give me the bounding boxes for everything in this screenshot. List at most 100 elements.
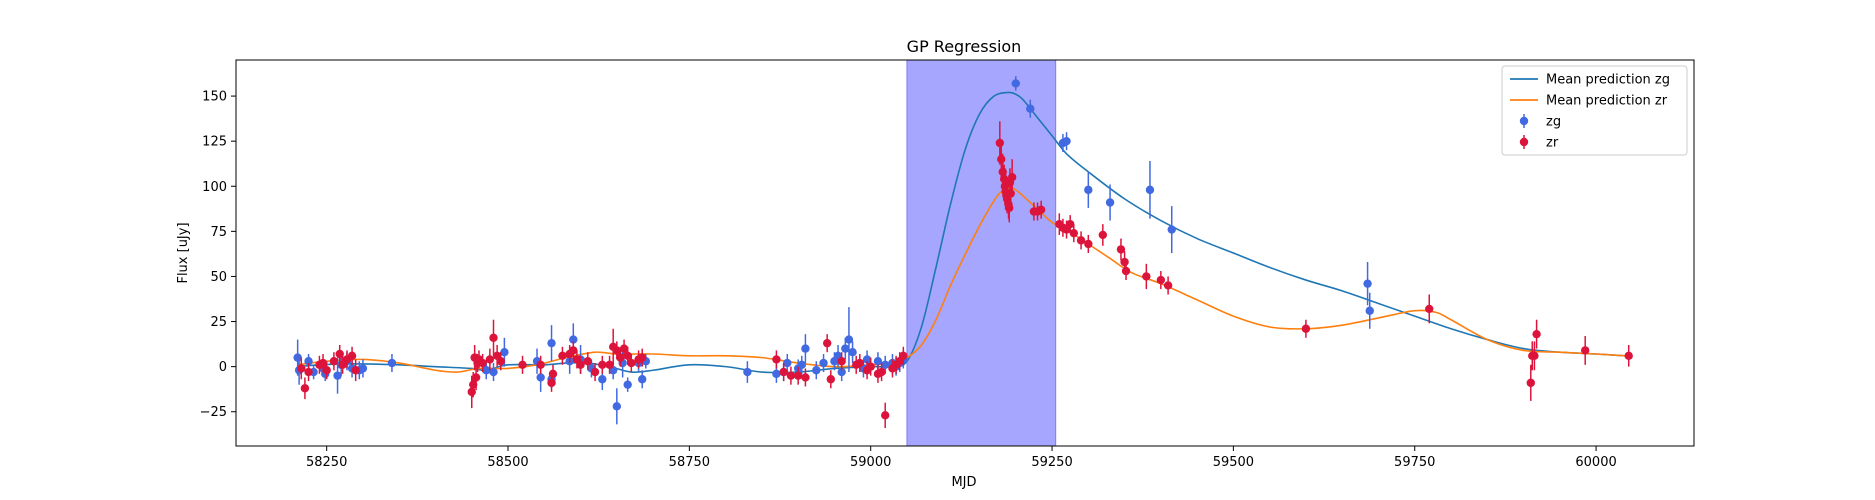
data-point-zr	[329, 357, 339, 366]
data-point-zg	[1105, 198, 1115, 207]
data-point-zr	[786, 371, 796, 380]
data-point-zr	[616, 353, 625, 362]
data-point-zg	[358, 364, 368, 373]
data-point-zg	[482, 366, 491, 375]
data-point-zr	[536, 360, 545, 370]
y-axis: −25 0 25 50 75 100 125 150	[200, 90, 236, 420]
data-point-zg	[387, 358, 397, 368]
data-point-zg	[612, 402, 622, 411]
x-tick-label: 58750	[669, 455, 710, 470]
data-point-zr	[547, 378, 556, 388]
plot-area	[293, 60, 1633, 446]
data-point-zr	[318, 358, 328, 368]
data-point-zg	[841, 344, 850, 353]
data-point-zr	[478, 358, 487, 368]
data-point-zg	[801, 344, 810, 353]
legend-label: zg	[1546, 115, 1561, 130]
data-point-zr	[1624, 351, 1633, 361]
y-tick-label: 25	[210, 315, 227, 330]
data-point-zg	[489, 367, 498, 377]
data-point-zr	[322, 366, 331, 375]
data-point-zr	[569, 346, 578, 355]
data-point-zr	[997, 155, 1006, 164]
data-point-zg	[333, 371, 342, 380]
data-point-zr	[1006, 189, 1015, 198]
y-tick-label: 125	[202, 135, 227, 150]
data-point-zg	[797, 360, 806, 370]
x-axis: 58250 58500 58750 59000 59250 59500 59750 60000	[306, 446, 1617, 470]
legend-point-swatch	[1519, 116, 1529, 126]
data-point-zg	[569, 335, 578, 344]
data-point-zg	[1026, 104, 1035, 113]
x-tick-label: 59250	[1031, 455, 1072, 470]
data-point-zr	[1036, 205, 1046, 214]
data-point-zg	[1363, 279, 1372, 288]
data-point-zr	[496, 357, 505, 366]
data-point-zr	[1120, 257, 1129, 267]
data-point-zr	[619, 344, 629, 353]
data-point-zg	[1145, 185, 1155, 195]
data-point-zr	[638, 353, 647, 362]
data-point-zr	[899, 351, 908, 361]
data-point-zr	[297, 364, 306, 373]
data-point-zr	[779, 367, 788, 377]
data-point-zr	[598, 360, 607, 370]
data-point-zr	[1084, 239, 1093, 249]
data-point-zr	[1142, 272, 1151, 281]
data-point-zr	[1076, 236, 1086, 245]
x-tick-label: 60000	[1575, 455, 1616, 470]
data-point-zr	[304, 367, 313, 377]
data-point-zr	[335, 349, 344, 359]
data-point-zr	[1156, 275, 1166, 285]
data-point-zr	[1098, 230, 1108, 240]
data-point-zr	[793, 371, 803, 380]
x-axis-label: MJD	[951, 475, 976, 490]
data-point-zg	[848, 348, 857, 357]
data-point-zr	[995, 138, 1005, 148]
data-point-zg	[536, 373, 545, 382]
data-point-zg	[812, 366, 821, 375]
y-tick-label: 75	[210, 225, 227, 240]
data-point-zr	[1163, 281, 1173, 290]
x-tick-label: 59000	[850, 455, 891, 470]
data-point-zg	[819, 358, 828, 368]
data-point-zg	[1365, 306, 1374, 315]
data-point-zr	[468, 380, 478, 389]
legend-label: Mean prediction zg	[1546, 73, 1670, 88]
data-point-zr	[881, 411, 890, 420]
data-point-zr	[605, 360, 614, 370]
y-axis-label: Flux [uJy]	[176, 222, 191, 283]
y-tick-label: 50	[210, 270, 227, 285]
data-point-zr	[347, 351, 357, 361]
data-point-zg	[873, 357, 883, 366]
data-point-zr	[351, 366, 360, 375]
highlight-region	[906, 60, 1057, 446]
data-point-zg	[598, 375, 607, 384]
data-point-zr	[1425, 304, 1434, 314]
data-point-zr	[1116, 245, 1126, 254]
legend-label: zr	[1546, 136, 1559, 151]
data-point-zr	[1005, 203, 1014, 213]
data-point-zr	[866, 362, 875, 371]
x-tick-label: 58500	[487, 455, 528, 470]
data-point-zg	[772, 369, 781, 379]
data-point-zg	[837, 367, 846, 377]
data-point-zg	[783, 358, 792, 368]
data-point-zr	[485, 355, 495, 364]
data-point-zg	[500, 348, 509, 357]
data-point-zr	[1301, 324, 1311, 333]
data-point-zr	[826, 375, 836, 384]
data-point-zr	[471, 373, 481, 382]
prediction-line-zr	[297, 187, 1626, 373]
data-point-zr	[855, 358, 865, 368]
data-point-zg	[1011, 79, 1020, 88]
data-point-zr	[801, 373, 810, 382]
data-point-zr	[518, 360, 527, 370]
data-point-zr	[822, 338, 832, 348]
data-point-zg	[844, 335, 854, 344]
data-point-zr	[612, 346, 622, 355]
data-point-zg	[881, 360, 890, 370]
y-tick-label: −25	[200, 405, 227, 420]
data-point-zg	[623, 380, 632, 389]
